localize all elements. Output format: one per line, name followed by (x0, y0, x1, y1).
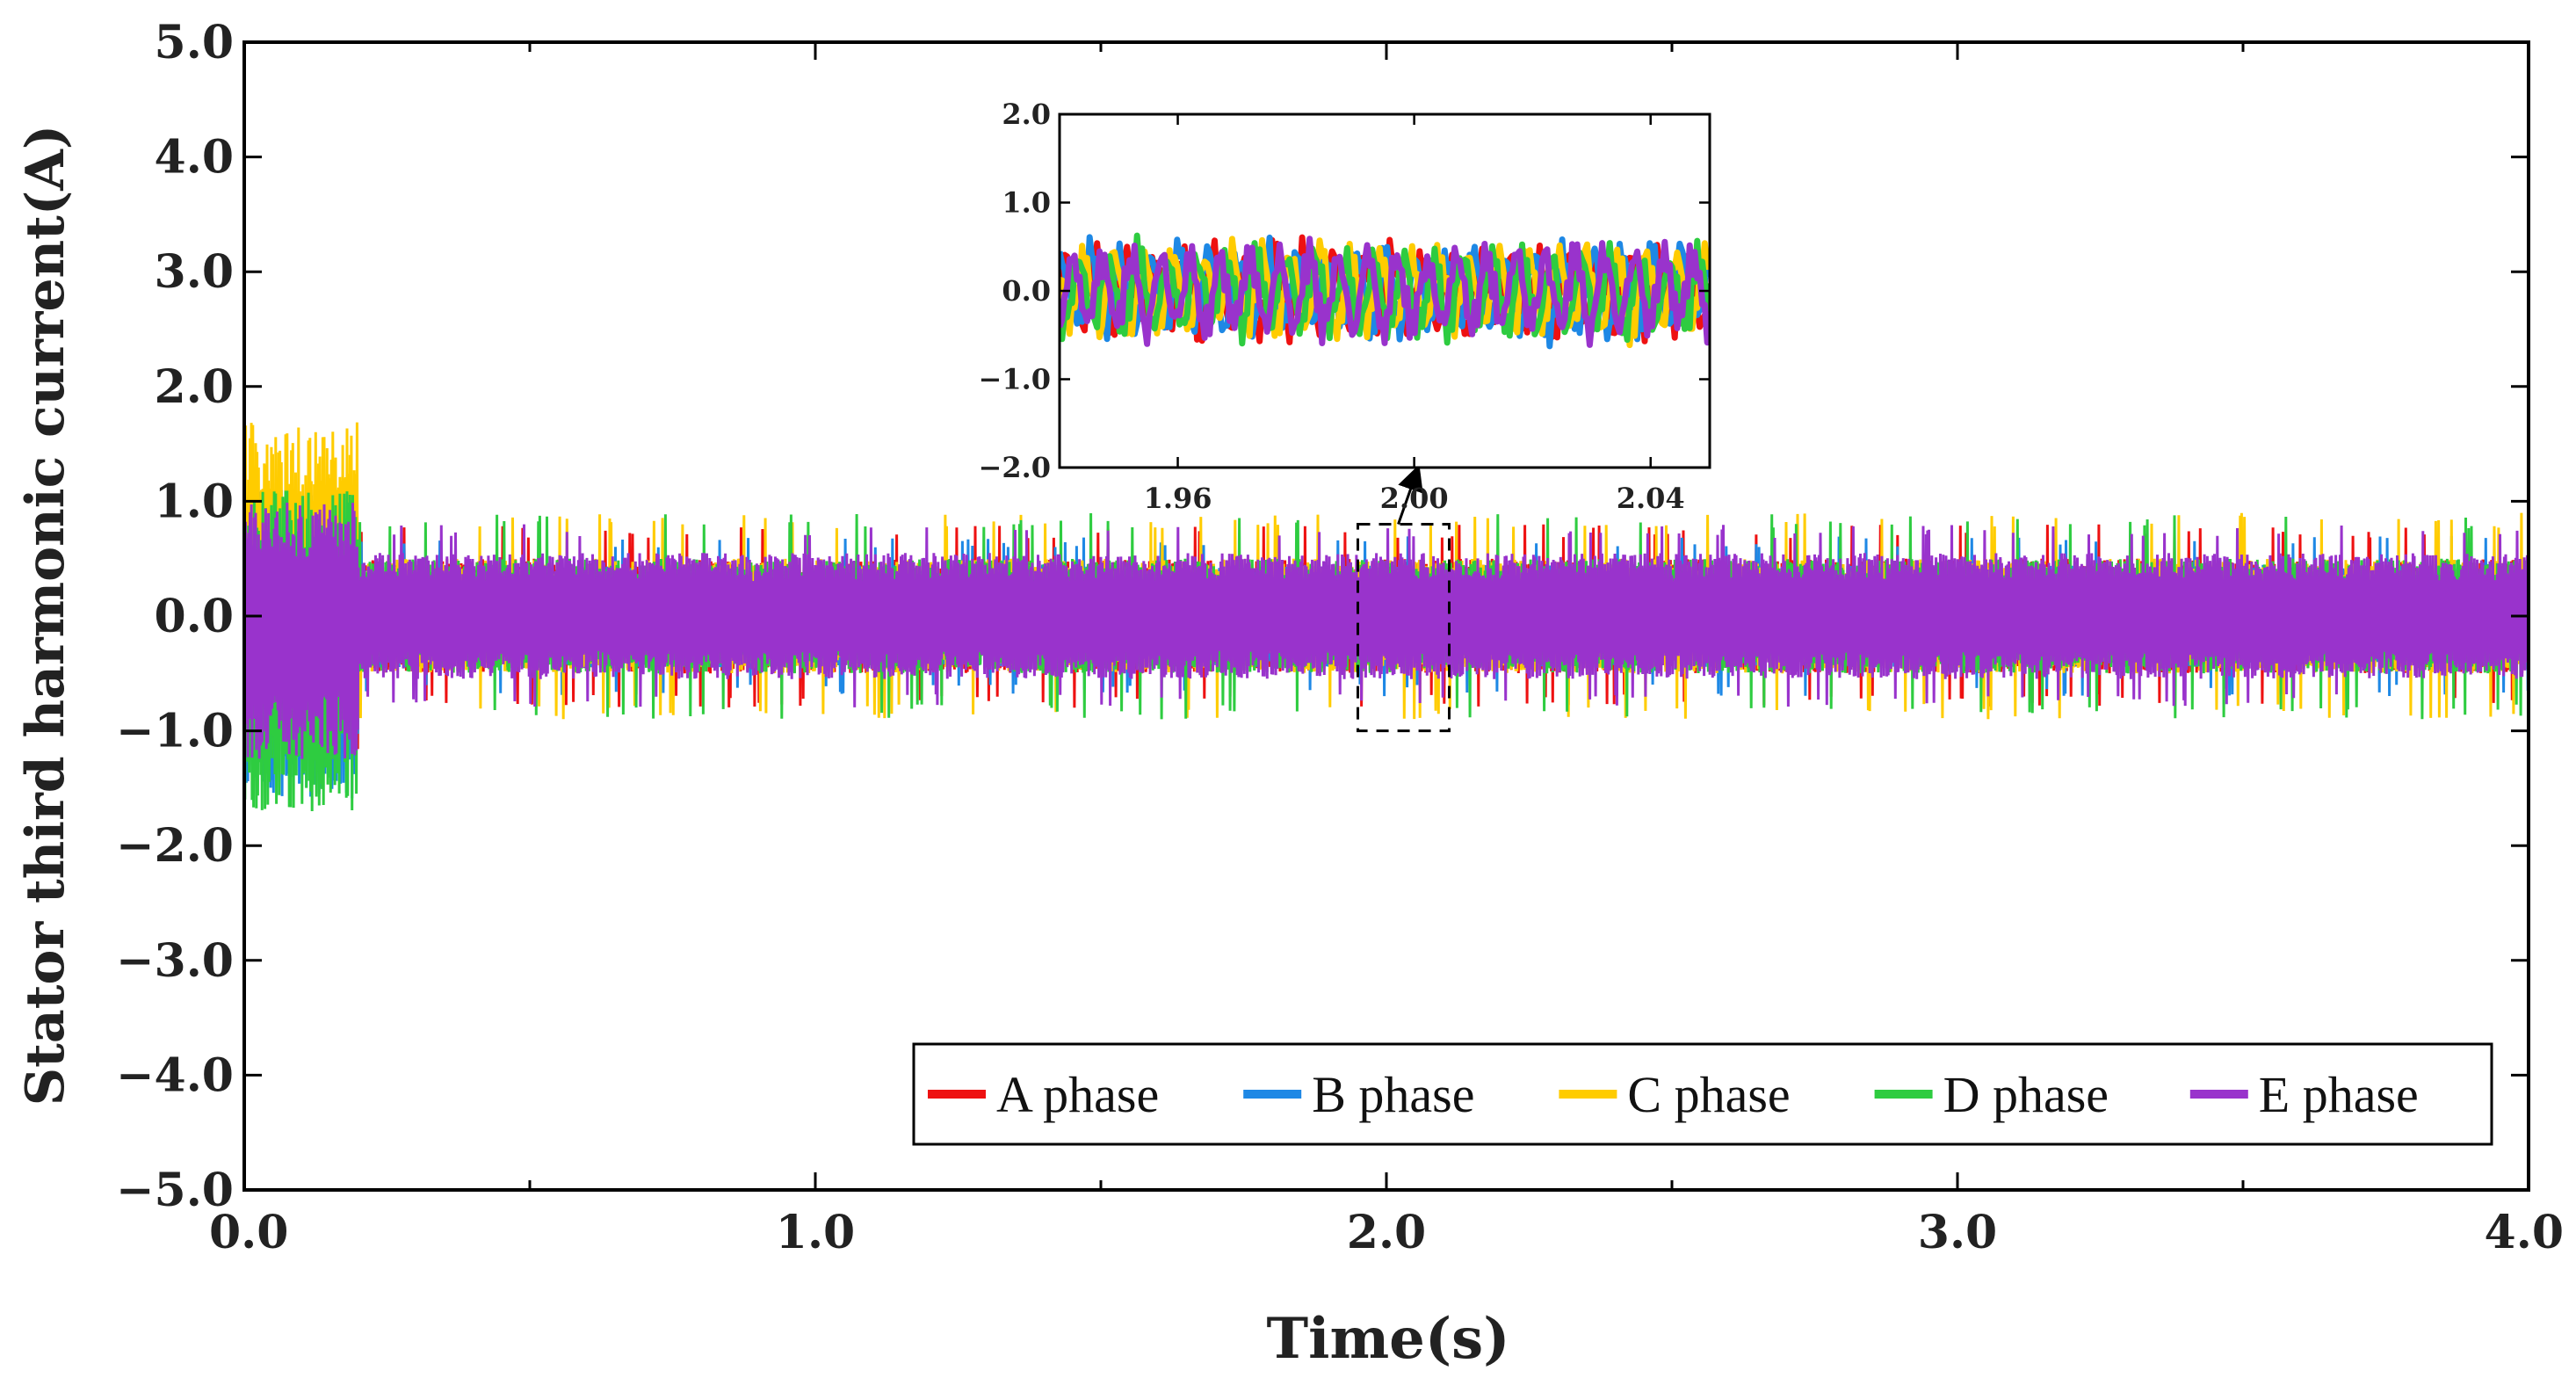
inset-y-tick-label: 0.0 (1002, 274, 1051, 308)
y-tick-label: −2.0 (116, 819, 234, 873)
x-tick-label: 2.0 (1347, 1206, 1426, 1259)
x-tick-label: 0.0 (209, 1206, 288, 1259)
zoom-arrow (1397, 464, 1423, 526)
inset-series-line-e-phase (1060, 236, 1710, 348)
series-line-e-phase (244, 502, 2529, 759)
inset-series-layer (1060, 232, 1710, 350)
x-axis-title: Time(s) (1267, 1306, 1510, 1372)
y-tick-label: −1.0 (116, 705, 234, 758)
inset-y-tick-label: −1.0 (979, 363, 1051, 396)
x-tick-label: 4.0 (2485, 1206, 2564, 1259)
inset-frame (1058, 112, 1711, 469)
legend: A phase B phase C phase D phase E phase (912, 1042, 2493, 1146)
y-tick-label: −3.0 (116, 934, 234, 988)
inset-x-tick-label: 1.96 (1144, 482, 1212, 515)
main-ticks: 0.0 1.0 2.0 3.0 4.0−5.0−4.0−3.0−2.0−1.00.01.… (116, 16, 2564, 1259)
main-plot: 0.0 1.0 2.0 3.0 4.0−5.0−4.0−3.0−2.0−1.00.01.… (116, 16, 2564, 1259)
legend-label: E phase (2259, 1066, 2419, 1123)
y-tick-label: 4.0 (155, 131, 234, 185)
legend-label: D phase (1943, 1066, 2109, 1123)
y-tick-label: 0.0 (155, 590, 234, 643)
y-tick-label: 3.0 (155, 245, 234, 299)
inset-y-tick-label: −2.0 (979, 451, 1051, 484)
inset-x-tick-label: 2.00 (1380, 482, 1449, 515)
y-tick-label: −4.0 (116, 1048, 234, 1102)
zoom-region-box (1357, 523, 1451, 733)
x-tick-label: 3.0 (1918, 1206, 1997, 1259)
inset-ticks: 1.96 2.00 2.04 −2.0 −1.0 0.0 1.0 2.0 (979, 98, 1710, 515)
y-tick-label: 1.0 (155, 475, 234, 528)
plot-frame (242, 40, 2530, 1192)
y-tick-label: −5.0 (116, 1164, 234, 1217)
legend-label: A phase (996, 1066, 1159, 1123)
y-axis-title: Stator third harmonic current(A) (15, 125, 76, 1106)
legend-label: B phase (1312, 1066, 1474, 1123)
x-tick-label: 1.0 (776, 1206, 855, 1259)
main-series-layer (244, 422, 2529, 812)
legend-label: C phase (1627, 1066, 1790, 1123)
y-tick-label: 2.0 (155, 360, 234, 414)
inset-y-tick-label: 1.0 (1002, 186, 1051, 220)
inset-y-tick-label: 2.0 (1002, 98, 1051, 131)
y-tick-label: 5.0 (155, 16, 234, 69)
inset-x-tick-label: 2.04 (1617, 482, 1685, 515)
inset-plot: 1.96 2.00 2.04 −2.0 −1.0 0.0 1.0 2.0 (979, 98, 1711, 515)
